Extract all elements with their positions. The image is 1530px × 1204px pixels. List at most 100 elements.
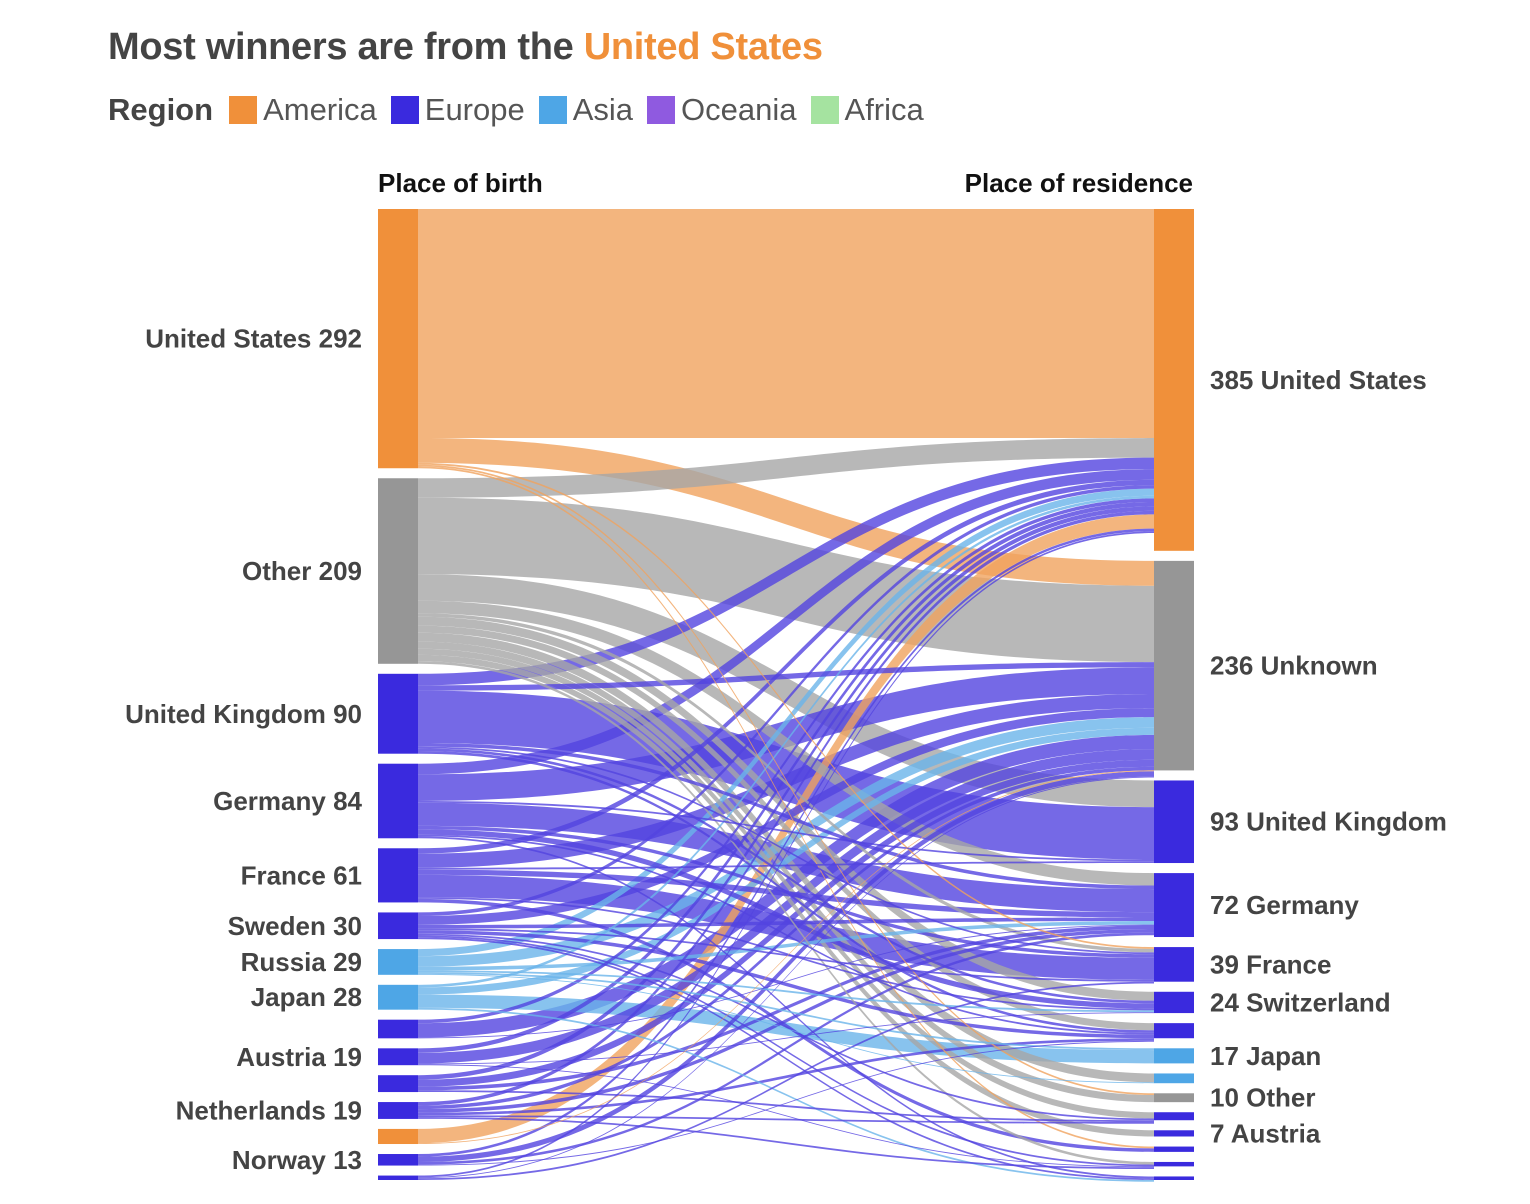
legend-swatch-america — [229, 96, 258, 124]
right-node-e4 — [1154, 1161, 1194, 1167]
right-node-label-us: 385 United States — [1210, 365, 1427, 395]
left-axis-header: Place of birth — [378, 168, 543, 198]
legend-swatch-asia — [538, 96, 567, 124]
sankey-link-nl-to-e2 — [418, 1115, 1154, 1124]
sankey-link-jp-to-unk — [418, 727, 1154, 995]
left-node-label-uk: United Kingdom 90 — [125, 699, 362, 729]
sankey-link-fr-to-us — [418, 479, 1154, 854]
sankey-link-e1-to-us — [418, 498, 1154, 1024]
sankey-link-other-to-uk — [418, 574, 1154, 808]
sankey-link-nl-to-e4 — [418, 1117, 1154, 1170]
sankey-link-uk-to-de — [418, 743, 1154, 890]
sankey-link-ru-to-ch — [418, 970, 1154, 1013]
sankey-link-de-to-us — [418, 469, 1154, 775]
left-node-se — [378, 912, 418, 940]
sankey-link-ru-to-jp — [418, 972, 1154, 1051]
right-node-label-uk: 93 United Kingdom — [1210, 807, 1447, 837]
sankey-link-no-to-de — [418, 932, 1154, 1165]
sankey-link-other-to-j2 — [418, 632, 1154, 1083]
legend-item-america: America — [229, 92, 377, 128]
sankey-link-fr-to-unk — [418, 694, 1154, 868]
sankey-link-ru-to-us — [418, 488, 1154, 957]
right-node-us — [1154, 209, 1194, 551]
left-node-at — [378, 1048, 418, 1066]
title-prefix: Most winners are from the — [108, 26, 584, 68]
sankey-link-se-to-de — [418, 917, 1154, 929]
right-node-uk — [1154, 780, 1194, 864]
left-node-label-ru: Russia 29 — [241, 947, 362, 977]
sankey-link-de-to-ch — [418, 829, 1154, 1009]
sankey-link-nl-to-e1 — [418, 1038, 1154, 1116]
right-node-label-ch: 24 Switzerland — [1210, 987, 1391, 1017]
sankey-link-no-to-unk — [418, 771, 1154, 1163]
legend-swatch-africa — [810, 96, 839, 124]
legend-item-europe: Europe — [390, 92, 525, 128]
left-node-label-jp: Japan 28 — [251, 982, 362, 1012]
sankey-link-other-to-de — [418, 600, 1154, 886]
sankey-link-at-to-ch — [418, 1012, 1154, 1065]
sankey-link-de-to-uk — [418, 800, 1154, 862]
sankey-link-jp-to-us — [418, 495, 1154, 988]
sankey-link-e1-to-de — [418, 924, 1154, 1039]
sankey-link-se-to-e4 — [418, 935, 1154, 1167]
right-node-jp — [1154, 1048, 1194, 1064]
legend-label-america: America — [263, 92, 377, 127]
legend: Region America Europe Asia Oceania Afric… — [108, 90, 938, 130]
legend-title: Region — [108, 92, 214, 127]
sankey-link-ca-to-unk — [418, 770, 1154, 1145]
sankey-link-uk-to-ch — [418, 748, 1154, 1004]
left-node-no — [378, 1154, 418, 1166]
sankey-link-se-to-e2 — [418, 933, 1154, 1121]
right-node-unk — [1154, 560, 1194, 771]
sankey-link-no-to-us — [418, 528, 1154, 1157]
legend-label-asia: Asia — [572, 92, 634, 127]
left-node-uk — [378, 673, 418, 754]
sankey-link-at-to-e4 — [418, 1064, 1154, 1168]
right-node-label-jp: 17 Japan — [1210, 1041, 1321, 1071]
legend-swatch-oceania — [647, 96, 676, 124]
sankey-link-se-to-fr — [418, 928, 1154, 982]
right-node-label-at: 7 Austria — [1210, 1118, 1321, 1148]
left-node-label-other: Other 209 — [242, 556, 362, 586]
left-node-ca — [378, 1128, 418, 1145]
sankey-link-uk-to-us — [418, 457, 1154, 686]
sankey-link-fr-to-e3 — [418, 898, 1154, 1152]
sankey-link-se-to-e1 — [418, 930, 1154, 1039]
sankey-link-uk-to-unk — [418, 662, 1154, 691]
sankey-links — [418, 209, 1154, 1182]
right-node-de — [1154, 873, 1194, 938]
left-node-label-fr: France 61 — [241, 860, 362, 890]
right-node-e2 — [1154, 1112, 1194, 1121]
sankey-link-ru-to-j2 — [418, 973, 1154, 1084]
sankey-link-ru-to-de — [418, 921, 1154, 971]
right-node-label-de: 72 Germany — [1210, 890, 1359, 920]
left-node-ru — [378, 949, 418, 975]
left-node-label-us: United States 292 — [145, 324, 362, 354]
right-node-label-unk: 236 Unknown — [1210, 651, 1378, 681]
legend-label-europe: Europe — [424, 92, 525, 127]
sankey-link-at-to-unk — [418, 749, 1154, 1064]
left-node-e3 — [378, 1175, 418, 1180]
sankey-link-e2-to-e2 — [418, 1090, 1154, 1122]
sankey-link-uk-to-fr — [418, 746, 1154, 955]
left-node-e1 — [378, 1019, 418, 1039]
legend-label-africa: Africa — [844, 92, 924, 127]
left-node-jp — [378, 984, 418, 1010]
left-node-label-se: Sweden 30 — [228, 911, 362, 941]
sankey-link-us-to-oth — [418, 464, 1154, 1096]
sankey-nodes — [378, 209, 1194, 1180]
sankey-link-other-to-us — [418, 438, 1154, 498]
legend-label-oceania: Oceania — [681, 92, 797, 127]
left-node-label-at: Austria 19 — [236, 1042, 362, 1072]
sankey-link-e3-to-fr — [418, 981, 1154, 1180]
right-node-label-oth: 10 Other — [1210, 1083, 1316, 1113]
left-node-other — [378, 478, 418, 664]
sankey-link-us-to-e3 — [418, 466, 1154, 1149]
right-node-oth — [1154, 1093, 1194, 1103]
legend-swatch-europe — [390, 96, 419, 124]
sankey-link-other-to-e4 — [418, 661, 1154, 1165]
sankey-link-e2-to-us — [418, 506, 1154, 1080]
left-node-e2 — [378, 1075, 418, 1093]
sankey-link-us-to-fr — [418, 462, 1154, 949]
